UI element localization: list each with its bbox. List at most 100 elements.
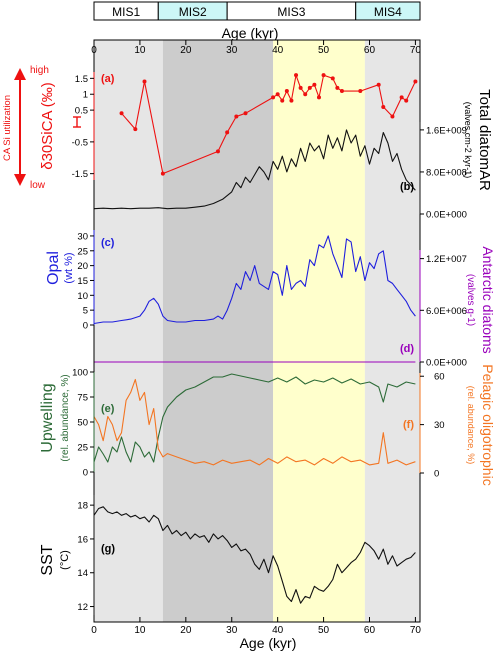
x-tick-label-bottom: 50 bbox=[318, 625, 330, 636]
x-tick-label-bottom: 30 bbox=[226, 625, 238, 636]
x-tick-label-top: 70 bbox=[410, 45, 422, 56]
data-point-a bbox=[312, 82, 317, 87]
y-tick-label-d: 1.2E+007 bbox=[426, 254, 467, 265]
ca-si-utilization-label: CA Si utilization bbox=[2, 95, 13, 161]
y-tick-label-b: 8.0E+008 bbox=[426, 167, 467, 178]
panel-label-g: (g) bbox=[101, 543, 115, 555]
x-tick-label-bottom: 40 bbox=[272, 625, 284, 636]
pelagic-oligotrophic-axis-title: Pelagic oligotrophic bbox=[480, 364, 496, 485]
y-tick-label-g: 12 bbox=[77, 602, 88, 613]
total-diatom-axis-title: Total diatomAR bbox=[476, 89, 493, 191]
y-tick-label-g: 14 bbox=[77, 568, 88, 579]
y-tick-label-c: 30 bbox=[77, 231, 88, 242]
panel-label-c: (c) bbox=[101, 237, 115, 249]
interval-band bbox=[162, 40, 274, 622]
x-tick-label-top: 50 bbox=[318, 45, 330, 56]
y-tick-label-f: 0 bbox=[434, 469, 439, 480]
mis-stage-label: MIS4 bbox=[374, 5, 402, 19]
y-tick-label-g: 18 bbox=[77, 501, 88, 512]
antarctic-diatoms-axis-title: Antarctic diatoms bbox=[480, 246, 496, 353]
y-tick-label-f: 60 bbox=[434, 372, 445, 383]
mis-stage-label: MIS3 bbox=[277, 5, 305, 19]
marine-isotope-stage-bar: MIS1 MIS2 MIS3 MIS4 bbox=[93, 1, 421, 21]
y-tick-label-c: 20 bbox=[77, 261, 88, 272]
antarctic-diatoms-axis-unit: (valves g-1) bbox=[465, 274, 476, 326]
opal-axis-unit: (wt %) bbox=[63, 252, 75, 283]
series-line-a bbox=[121, 74, 416, 175]
y-tick-label-d: 6.0E+006 bbox=[426, 306, 467, 317]
mis-stage-label: MIS1 bbox=[112, 5, 140, 19]
y-tick-label-b: 0.0E+000 bbox=[426, 210, 467, 221]
data-series-group bbox=[93, 73, 418, 604]
x-tick-label-top: 40 bbox=[272, 45, 284, 56]
y-tick-label-e: 50 bbox=[77, 418, 88, 429]
x-tick-label-bottom: 60 bbox=[364, 625, 376, 636]
y-tick-label-e: 100 bbox=[72, 368, 88, 379]
sst-axis-unit: (°C) bbox=[59, 550, 71, 570]
y-tick-label-g: 16 bbox=[77, 534, 88, 545]
data-point-a bbox=[215, 149, 220, 154]
data-point-a bbox=[294, 73, 299, 78]
y-tick-label-a: -0.5 bbox=[72, 137, 88, 148]
upwelling-axis-unit: (rel. abundance, %) bbox=[60, 374, 71, 461]
data-point-a bbox=[390, 114, 395, 119]
total-diatom-axis-unit: (valves cm-2 kyr-1) bbox=[463, 102, 473, 179]
y-tick-label-e: 75 bbox=[77, 393, 88, 404]
plot-frame: 0 0 10 10 20 20 30 30 40 40 50 50 60 60 70 70 bbox=[91, 39, 422, 636]
y-tick-label-c: 5 bbox=[83, 306, 88, 317]
data-point-a bbox=[316, 95, 321, 100]
y-tick-label-c: 25 bbox=[77, 246, 88, 257]
data-point-a bbox=[234, 114, 239, 119]
delta-si-axis-title: δ30SiCA (‰) bbox=[39, 82, 56, 170]
data-point-a bbox=[142, 79, 147, 84]
y-tick-label-d: 0.0E+000 bbox=[426, 358, 467, 369]
x-tick-label-top: 30 bbox=[226, 45, 238, 56]
y-tick-label-f: 30 bbox=[434, 420, 445, 431]
data-point-a bbox=[298, 85, 303, 90]
arrow-down-head-icon bbox=[14, 174, 26, 186]
axes-group: 1.5 1 0.5 -0.5 -1.5 0 5 10 15 20 25 30 0 25 50 75 100 12 1… bbox=[2, 65, 496, 615]
series-line-g bbox=[93, 506, 416, 604]
x-tick-label-top: 0 bbox=[91, 45, 97, 56]
x-tick-label-bottom: 20 bbox=[180, 625, 192, 636]
data-point-a bbox=[243, 111, 248, 116]
mis-stage-label: MIS2 bbox=[179, 5, 207, 19]
data-point-a bbox=[119, 111, 124, 116]
upwelling-axis-title: Upwelling bbox=[39, 383, 56, 452]
mis-stage-box bbox=[355, 1, 421, 21]
opal-axis-title: Opal bbox=[45, 251, 62, 285]
sst-axis-title: SST bbox=[39, 544, 56, 575]
series-line-e bbox=[93, 373, 416, 463]
y-tick-label-c: 15 bbox=[77, 276, 88, 287]
data-point-a bbox=[289, 98, 294, 103]
interval-band bbox=[94, 40, 163, 622]
y-tick-label-a: -1.5 bbox=[72, 169, 88, 180]
high-label: high bbox=[30, 65, 49, 76]
low-label: low bbox=[30, 180, 46, 191]
x-tick-label-top: 10 bbox=[134, 45, 146, 56]
x-tick-label-top: 60 bbox=[364, 45, 376, 56]
panel-label-f: (f) bbox=[403, 419, 414, 431]
panel-label-a: (a) bbox=[101, 73, 115, 85]
x-axis-title-bottom: Age (kyr) bbox=[240, 635, 297, 651]
arrow-up-head-icon bbox=[14, 68, 26, 80]
x-tick-label-top: 20 bbox=[180, 45, 192, 56]
y-tick-label-e: 0 bbox=[83, 468, 88, 479]
data-point-a bbox=[303, 92, 308, 97]
panel-label-d: (d) bbox=[400, 343, 414, 355]
panel-label-b: (b) bbox=[400, 181, 414, 193]
data-point-a bbox=[160, 171, 165, 176]
y-tick-label-e: 25 bbox=[77, 443, 88, 454]
interval-shading bbox=[94, 40, 420, 622]
panel-label-e: (e) bbox=[101, 403, 115, 415]
data-point-a bbox=[284, 89, 289, 94]
data-point-a bbox=[271, 95, 276, 100]
pelagic-oligotrophic-axis-unit: (rel. abundance, %) bbox=[466, 386, 476, 465]
y-tick-label-c: 10 bbox=[77, 291, 88, 302]
y-tick-label-b: 1.6E+009 bbox=[426, 125, 467, 136]
x-tick-label-bottom: 0 bbox=[91, 625, 97, 636]
data-point-a bbox=[321, 73, 326, 78]
data-point-a bbox=[280, 98, 285, 103]
data-point-a bbox=[404, 98, 409, 103]
